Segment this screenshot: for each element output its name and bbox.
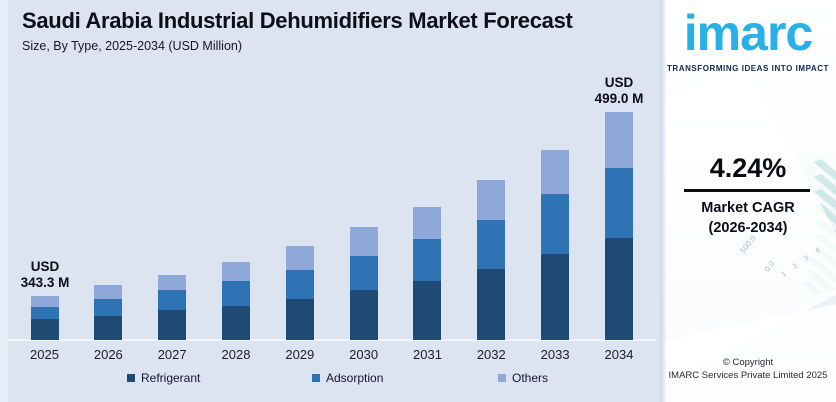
bar-segment-others xyxy=(285,246,314,270)
first-bar-value-label: USD 343.3 M xyxy=(21,259,70,290)
bar-segment-adsorption xyxy=(94,299,123,316)
bar-segment-adsorption xyxy=(30,307,59,319)
chart-subtitle: Size, By Type, 2025-2034 (USD Million) xyxy=(22,39,243,53)
bar-2030 xyxy=(349,227,378,340)
cagr-value: 4.24% xyxy=(709,153,787,183)
cagr-period: (2026-2034) xyxy=(708,220,788,236)
bar-2033 xyxy=(541,150,570,340)
copyright-line1: © Copyright xyxy=(722,357,774,368)
legend-swatch-refrigerant xyxy=(127,374,135,382)
bar-segment-others xyxy=(221,262,250,281)
chart-panel: Saudi Arabia Industrial Dehumidifiers Ma… xyxy=(0,0,656,402)
bar-2025 xyxy=(30,296,59,340)
bar-2027 xyxy=(158,275,187,340)
bar-segment-refrigerant xyxy=(477,269,506,340)
x-axis-label-2028: 2028 xyxy=(221,347,251,362)
bar-segment-adsorption xyxy=(604,168,633,238)
bar-segment-adsorption xyxy=(413,239,442,281)
x-axis-label-2030: 2030 xyxy=(349,347,379,362)
chart-title: Saudi Arabia Industrial Dehumidifiers Ma… xyxy=(22,8,573,33)
first-bar-value-line1: USD xyxy=(30,259,60,274)
x-axis-label-2026: 2026 xyxy=(93,347,123,362)
bar-2031 xyxy=(413,207,442,340)
imarc-tagline: TRANSFORMING IDEAS INTO IMPACT xyxy=(667,64,829,73)
x-axis-label-2033: 2033 xyxy=(540,347,570,362)
legend-label-adsorption: Adsorption xyxy=(326,371,384,385)
left-edge-strip xyxy=(0,0,8,402)
legend-swatch-adsorption xyxy=(312,374,320,382)
last-bar-value-line2: 499.0 M xyxy=(594,90,644,106)
sidebar: 500.0 0.0 1 2 3 4 imarc TRANSFORMING IDE… xyxy=(660,0,836,402)
copyright-line2: IMARC Services Private Limited 2025 xyxy=(668,369,828,381)
legend-label-others: Others xyxy=(512,371,549,385)
x-axis-label-2027: 2027 xyxy=(157,347,187,362)
bar-2028 xyxy=(221,262,250,340)
bar-segment-others xyxy=(604,112,633,168)
bar-segment-others xyxy=(94,285,123,299)
bar-segment-refrigerant xyxy=(285,299,314,340)
bar-segment-others xyxy=(413,207,442,239)
legend-item-others: Others xyxy=(498,371,548,385)
x-axis-label-2031: 2031 xyxy=(413,347,442,362)
bar-segment-adsorption xyxy=(541,194,570,254)
legend-label-refrigerant: Refrigerant xyxy=(141,371,201,385)
x-axis-label-2032: 2032 xyxy=(476,347,506,362)
bar-segment-adsorption xyxy=(477,220,506,269)
bar-segment-refrigerant xyxy=(541,254,570,340)
x-axis-label-2034: 2034 xyxy=(604,347,634,362)
bar-segment-others xyxy=(30,296,59,307)
cagr-label: Market CAGR xyxy=(701,200,795,216)
x-axis-line xyxy=(8,339,656,341)
copyright-notice: © Copyright IMARC Services Private Limit… xyxy=(660,357,836,382)
bar-segment-refrigerant xyxy=(94,316,123,340)
bar-segment-adsorption xyxy=(158,290,187,310)
bar-segment-refrigerant xyxy=(604,238,633,340)
bar-segment-refrigerant xyxy=(30,319,59,340)
bar-segment-refrigerant xyxy=(221,306,250,340)
x-axis-label-2025: 2025 xyxy=(30,347,59,362)
legend-swatch-others xyxy=(498,374,506,382)
bar-segment-adsorption xyxy=(285,270,314,299)
plot-area: USD 343.3 M USD 499.0 M 2025 2026 2027 2028… xyxy=(8,75,656,362)
bar-segment-others xyxy=(158,275,187,290)
sidebar-left-edge-gradient xyxy=(660,0,667,402)
last-bar-value-line1: USD xyxy=(604,75,634,90)
bar-segment-refrigerant xyxy=(158,310,187,340)
x-axis-label-2029: 2029 xyxy=(285,347,315,362)
last-bar-value-label: USD 499.0 M xyxy=(595,75,644,106)
bar-2034 xyxy=(604,112,633,340)
bar-segment-others xyxy=(349,227,378,256)
bar-segment-refrigerant xyxy=(349,290,378,340)
first-bar-value-line2: 343.3 M xyxy=(20,274,70,290)
bar-segment-adsorption xyxy=(221,281,250,306)
imarc-logo: imarc xyxy=(683,5,813,61)
bar-2032 xyxy=(477,180,506,340)
cagr-divider-line xyxy=(684,189,810,192)
bar-segment-others xyxy=(477,180,506,220)
bar-2029 xyxy=(285,246,314,340)
bar-segment-others xyxy=(541,150,570,194)
bar-segment-adsorption xyxy=(349,256,378,290)
bar-2026 xyxy=(94,285,123,340)
legend-item-adsorption: Adsorption xyxy=(312,371,383,385)
bar-segment-refrigerant xyxy=(413,281,442,340)
legend-item-refrigerant: Refrigerant xyxy=(127,371,200,385)
